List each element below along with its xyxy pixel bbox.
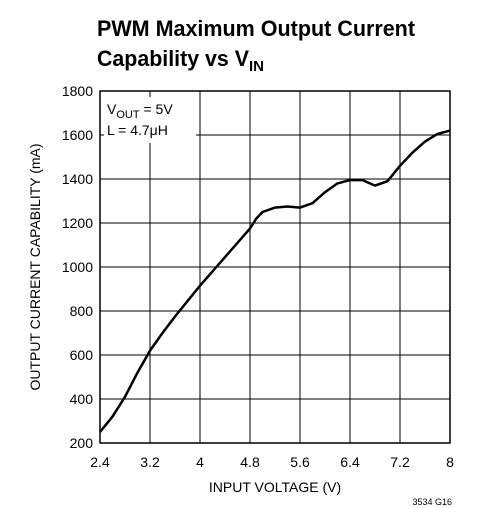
x-tick-label: 4 (196, 454, 204, 470)
x-tick-label: 4.8 (240, 454, 260, 470)
chart-title: PWM Maximum Output Current (97, 16, 416, 41)
y-tick-label: 800 (70, 303, 94, 319)
y-tick-label: 200 (70, 435, 94, 451)
x-tick-label: 5.6 (290, 454, 310, 470)
x-tick-label: 2.4 (90, 454, 110, 470)
y-tick-label: 1600 (62, 127, 93, 143)
y-tick-label: 1800 (62, 83, 93, 99)
title-subscript: IN (249, 58, 264, 75)
x-axis-label: INPUT VOLTAGE (V) (209, 479, 341, 495)
title-text: Capability vs V (97, 46, 249, 71)
annotation: VOUT = 5V (107, 101, 173, 121)
footnote: 3534 G16 (412, 497, 452, 507)
x-tick-label: 7.2 (390, 454, 410, 470)
y-tick-label: 1400 (62, 171, 93, 187)
y-tick-label: 400 (70, 391, 94, 407)
y-tick-label: 1200 (62, 215, 93, 231)
annotation: L = 4.7μH (107, 122, 168, 138)
x-tick-label: 6.4 (340, 454, 360, 470)
annotation-box (104, 97, 196, 143)
y-axis-label: OUTPUT CURRENT CAPABILITY (mA) (27, 143, 43, 390)
data-line (99, 129, 451, 433)
annotation-text: V (107, 101, 117, 117)
x-tick-label: 8 (446, 454, 454, 470)
y-tick-label: 1000 (62, 259, 93, 275)
annotation-subscript: OUT (116, 109, 140, 121)
y-tick-label: 600 (70, 347, 94, 363)
annotation-text: = 5V (140, 101, 174, 117)
plot-frame (99, 90, 451, 444)
chart-title-line2: Capability vs VIN (97, 46, 264, 75)
x-tick-label: 3.2 (140, 454, 160, 470)
